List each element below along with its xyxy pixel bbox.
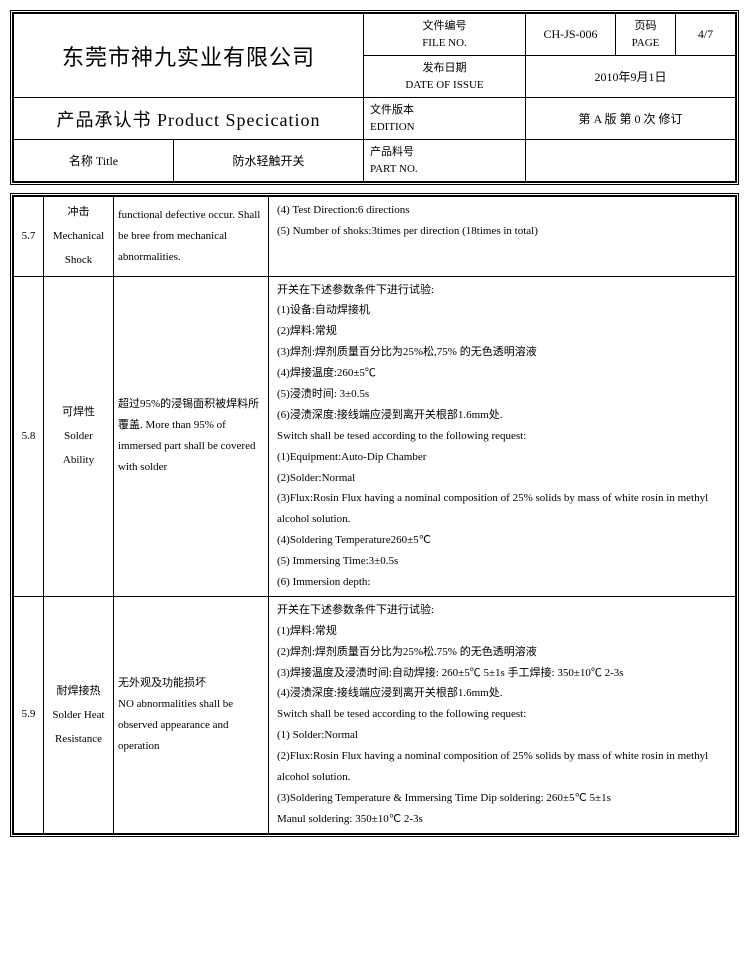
row-detail: (4) Test Direction:6 directions (5) Numb… <box>269 197 736 277</box>
title-value: 防水轻触开关 <box>174 140 364 182</box>
table-row: 5.7冲击 Mechanical Shockfunctional defecti… <box>14 197 736 277</box>
edition-value: 第 A 版 第 0 次 修订 <box>526 98 736 140</box>
row-name: 冲击 Mechanical Shock <box>44 197 114 277</box>
issue-date-value: 2010年9月1日 <box>526 56 736 98</box>
header-table: 东莞市神九实业有限公司 文件编号 FILE NO. CH-JS-006 页码 P… <box>13 13 736 182</box>
table-row: 5.9耐焊接热 Solder Heat Resistance无外观及功能损坏 N… <box>14 596 736 833</box>
row-number: 5.8 <box>14 276 44 596</box>
main-block: 5.7冲击 Mechanical Shockfunctional defecti… <box>10 193 739 837</box>
issue-date-label: 发布日期 DATE OF ISSUE <box>364 56 526 98</box>
page-label: 页码 PAGE <box>616 14 676 56</box>
table-row: 5.8可焊性 Solder Ability超过95%的浸锡面积被焊料所覆盖. M… <box>14 276 736 596</box>
title-label: 名称 Title <box>14 140 174 182</box>
row-number: 5.7 <box>14 197 44 277</box>
row-criteria: 无外观及功能损坏 NO abnormalities shall be obser… <box>114 596 269 833</box>
row-criteria: functional defective occur. Shall be bre… <box>114 197 269 277</box>
row-number: 5.9 <box>14 596 44 833</box>
part-no-value <box>526 140 736 182</box>
spec-table: 5.7冲击 Mechanical Shockfunctional defecti… <box>13 196 736 834</box>
file-no-label: 文件编号 FILE NO. <box>364 14 526 56</box>
spec-title: 产品承认书 Product Specication <box>14 98 364 140</box>
page-value: 4/7 <box>676 14 736 56</box>
row-detail: 开关在下述参数条件下进行试验: (1)焊料:常规 (2)焊剂:焊剂质量百分比为2… <box>269 596 736 833</box>
row-detail: 开关在下述参数条件下进行试验: (1)设备:自动焊接机 (2)焊料:常规 (3)… <box>269 276 736 596</box>
file-no-value: CH-JS-006 <box>526 14 616 56</box>
header-block: 东莞市神九实业有限公司 文件编号 FILE NO. CH-JS-006 页码 P… <box>10 10 739 185</box>
row-criteria: 超过95%的浸锡面积被焊料所覆盖. More than 95% of immer… <box>114 276 269 596</box>
row-name: 可焊性 Solder Ability <box>44 276 114 596</box>
edition-label: 文件版本 EDITION <box>364 98 526 140</box>
row-name: 耐焊接热 Solder Heat Resistance <box>44 596 114 833</box>
part-no-label: 产品料号 PART NO. <box>364 140 526 182</box>
company-name: 东莞市神九实业有限公司 <box>14 14 364 98</box>
